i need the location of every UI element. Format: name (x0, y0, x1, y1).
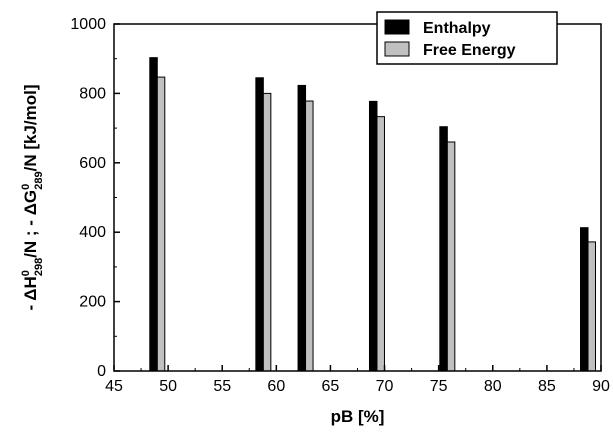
x-tick-label: 80 (484, 378, 502, 395)
bar-free-energy-2 (305, 100, 314, 372)
bar-enthalpy-5 (580, 227, 589, 372)
x-tick-label: 70 (376, 378, 394, 395)
bar-free-energy-5 (587, 241, 597, 372)
y-axis-title: - ΔH0298/N ; - ΔG0289/N [kJ/mol] (20, 84, 45, 310)
x-tick-label: 55 (213, 378, 231, 395)
bar-free-energy-3 (376, 116, 385, 372)
y-tick-label: 600 (79, 155, 106, 172)
plot-frame (113, 23, 602, 372)
bar-free-energy-0 (156, 76, 166, 372)
legend-label-free-energy: Free Energy (423, 42, 516, 59)
bar-enthalpy-3 (368, 100, 378, 372)
x-axis: 45 50 55 60 65 70 75 80 85 90 (105, 365, 610, 395)
x-tick-label: 85 (538, 378, 556, 395)
legend-swatch-free-energy (384, 41, 410, 57)
x-tick-label: 75 (430, 378, 448, 395)
y-tick-label: 1000 (70, 16, 106, 33)
bar-enthalpy-1 (255, 77, 264, 372)
y-tick-label: 400 (79, 224, 106, 241)
legend-swatch-enthalpy (384, 19, 410, 35)
bar-enthalpy-4 (439, 126, 448, 372)
y-tick-label: 800 (79, 85, 106, 102)
bars-group (149, 57, 597, 372)
legend: Enthalpy Free Energy (376, 11, 558, 65)
y-tick-label: 200 (79, 294, 106, 311)
x-tick-label: 45 (105, 378, 123, 395)
legend-label-enthalpy: Enthalpy (423, 20, 491, 37)
x-tick-label: 60 (267, 378, 285, 395)
y-tick-label: 0 (97, 363, 106, 380)
bar-enthalpy-2 (297, 84, 307, 372)
y-axis: 0 200 400 600 800 1000 (70, 16, 120, 380)
x-axis-title: pB [%] (331, 407, 385, 426)
bar-enthalpy-0 (149, 57, 158, 372)
bar-free-energy-1 (262, 92, 272, 372)
x-tick-label: 50 (159, 378, 177, 395)
x-tick-label: 65 (322, 378, 340, 395)
bar-free-energy-4 (446, 141, 456, 372)
x-tick-label: 90 (592, 378, 610, 395)
